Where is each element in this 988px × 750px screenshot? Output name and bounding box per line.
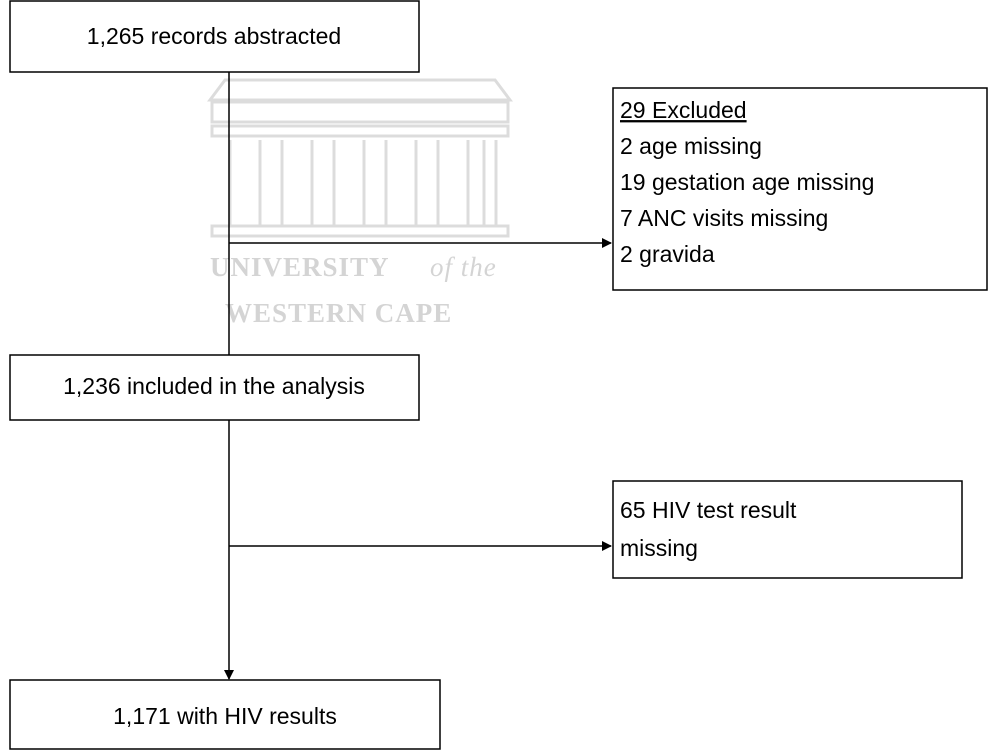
node-text: 2 gravida xyxy=(620,241,715,267)
node-box xyxy=(612,480,963,579)
node-text: 7 ANC visits missing xyxy=(620,205,828,231)
watermark-text: WESTERN CAPE xyxy=(225,298,452,328)
node-text: 65 HIV test result xyxy=(620,497,797,523)
node-text: missing xyxy=(620,535,698,561)
watermark-text: UNIVERSITY xyxy=(210,252,390,282)
node-box xyxy=(612,87,988,291)
node-box xyxy=(9,679,441,750)
node-heading: 29 Excluded xyxy=(620,97,747,123)
node-text: 1,265 records abstracted xyxy=(87,23,341,49)
node-text: 1,236 included in the analysis xyxy=(63,373,365,399)
node-box xyxy=(9,354,420,421)
watermark-text: of the xyxy=(430,252,497,282)
node-text: 2 age missing xyxy=(620,133,762,159)
node-box xyxy=(9,0,420,73)
watermark-logo xyxy=(207,78,513,238)
node-text: 1,171 with HIV results xyxy=(113,703,337,729)
node-text: 19 gestation age missing xyxy=(620,169,874,195)
